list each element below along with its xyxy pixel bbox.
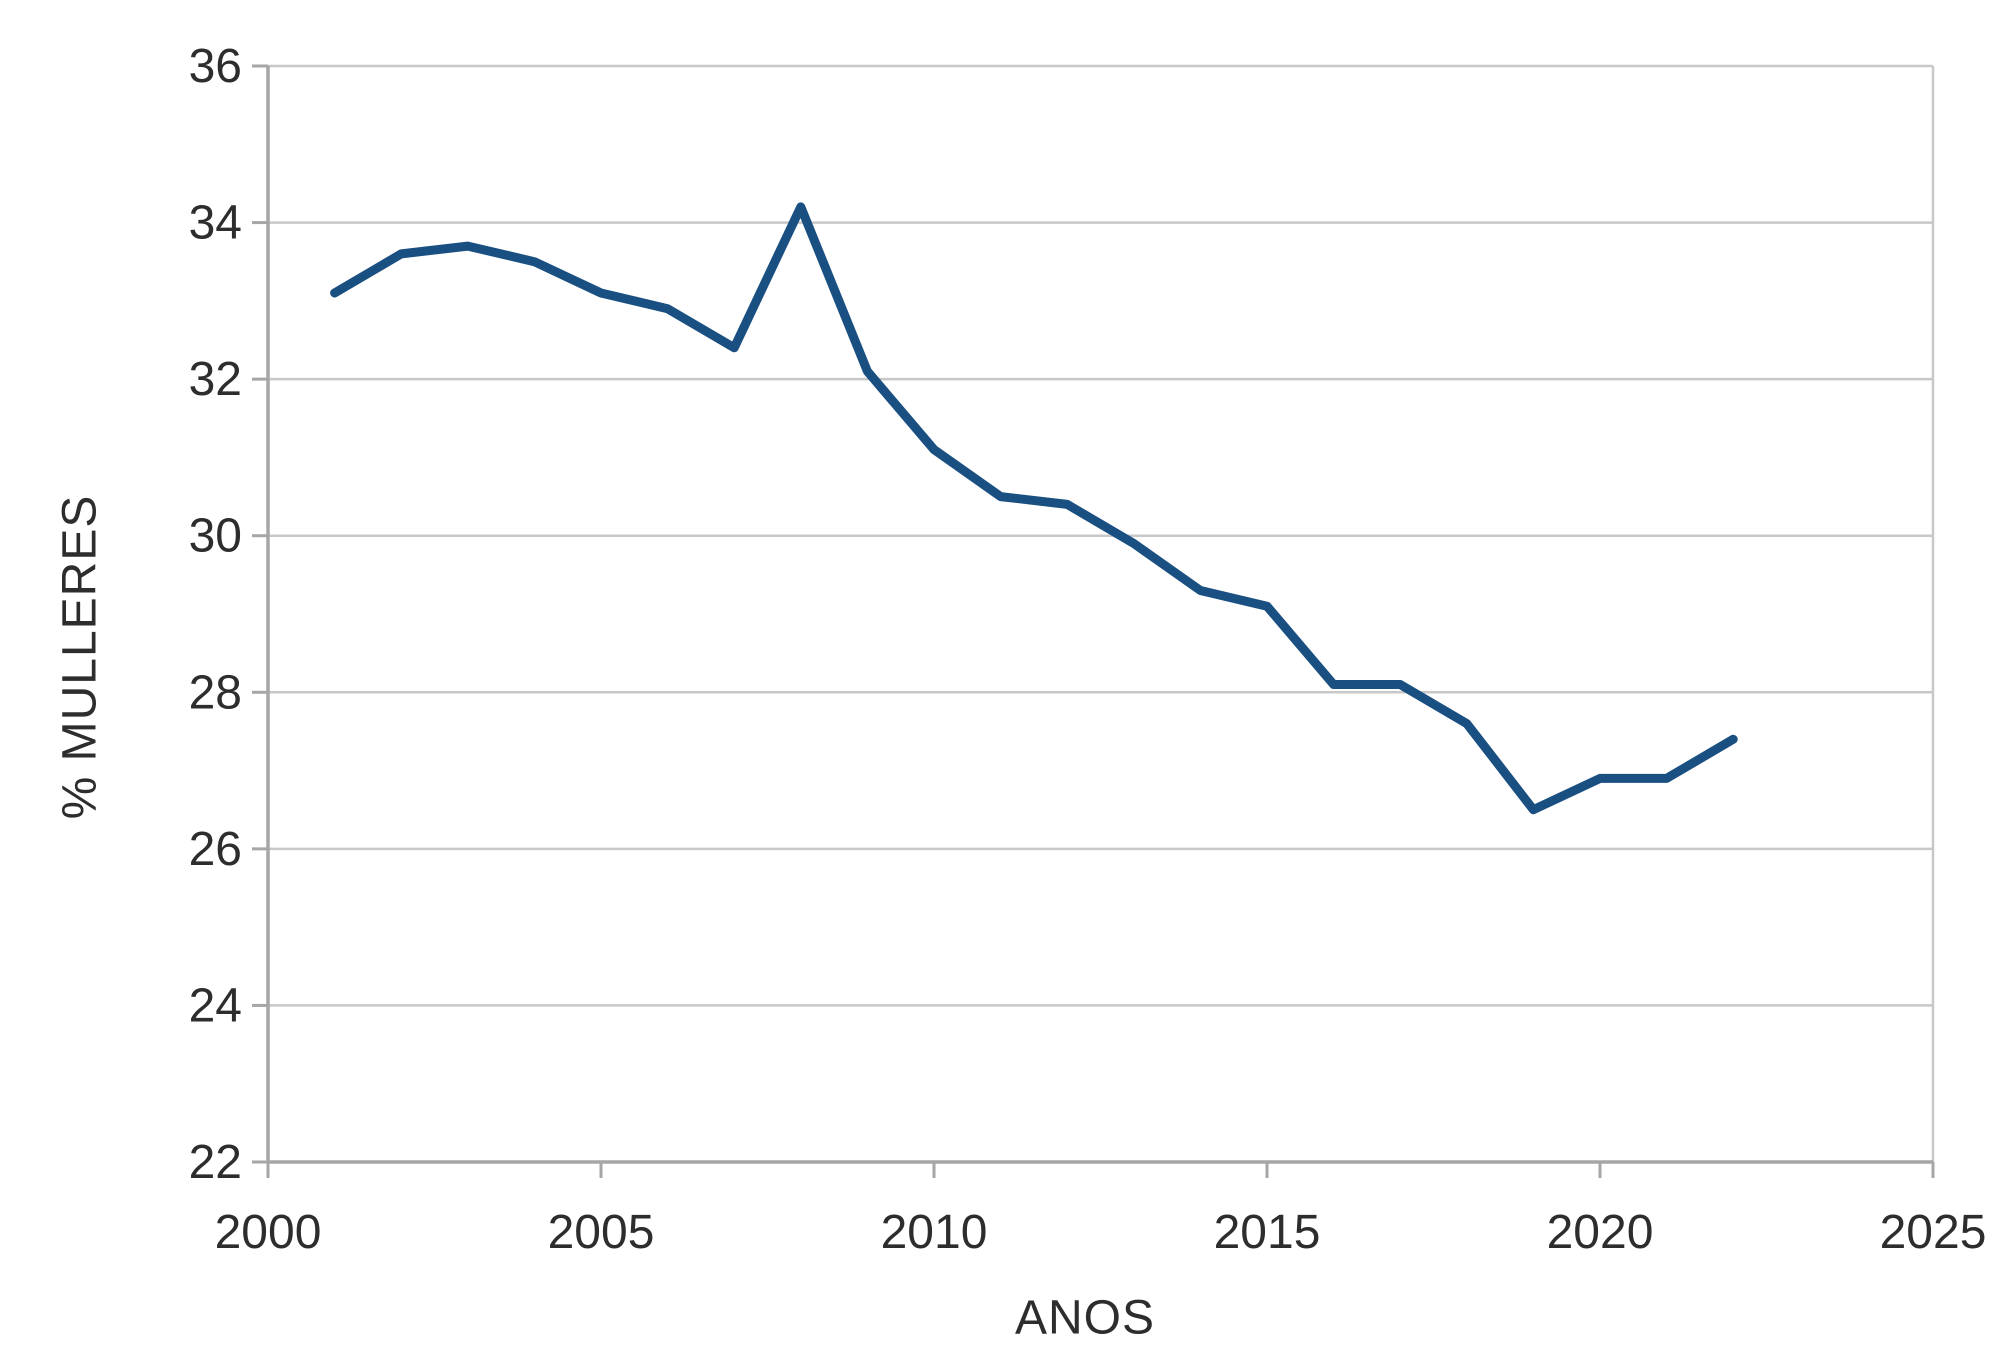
x-axis-title: ANOS	[1014, 1291, 1156, 1345]
x-tick-label: 2025	[1880, 1206, 1987, 1259]
y-tick-label: 34	[189, 197, 242, 250]
x-tick-label: 2010	[881, 1206, 988, 1259]
y-tick-label: 26	[189, 823, 242, 876]
data-series-line	[330, 202, 1738, 815]
x-tick-label: 2015	[1214, 1206, 1321, 1259]
y-tick-label: 32	[189, 353, 242, 406]
x-tick-label: 2005	[548, 1206, 655, 1259]
y-tick-label: 22	[189, 1136, 242, 1189]
y-tick-label: 30	[189, 510, 242, 563]
x-tick-label: 2020	[1547, 1206, 1654, 1259]
y-tick-label: 24	[189, 979, 242, 1032]
y-tick-label: 36	[189, 40, 242, 93]
x-tick-label: 2000	[215, 1206, 322, 1259]
y-axis-title: % MULLERES	[53, 494, 107, 820]
y-tick-label: 28	[189, 666, 242, 719]
